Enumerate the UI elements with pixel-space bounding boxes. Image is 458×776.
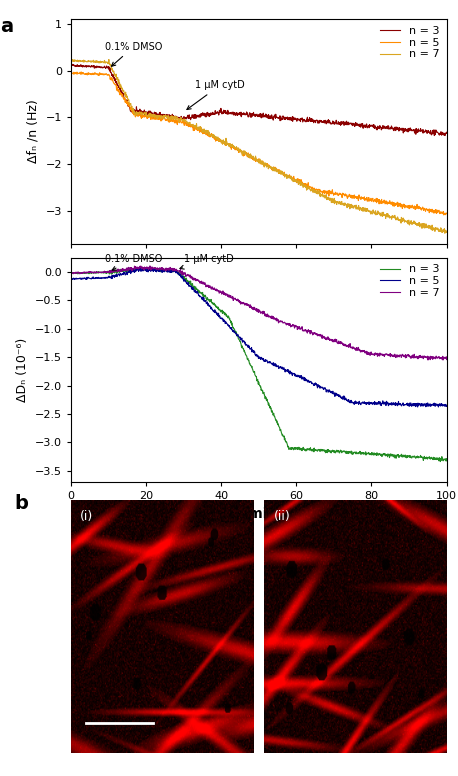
Text: 1 µM cytD: 1 µM cytD bbox=[187, 81, 245, 109]
n = 5 bbox=[138, 263, 144, 272]
Line: n = 3: n = 3 bbox=[71, 64, 447, 136]
n = 3 bbox=[118, 266, 124, 275]
n = 5 bbox=[266, 358, 271, 367]
Line: n = 7: n = 7 bbox=[71, 60, 447, 233]
n = 5 bbox=[231, 144, 237, 153]
n = 5 bbox=[68, 274, 74, 283]
n = 5 bbox=[266, 161, 272, 171]
n = 5 bbox=[118, 269, 124, 279]
n = 7 bbox=[106, 55, 112, 64]
n = 3 bbox=[266, 110, 271, 120]
Text: (i): (i) bbox=[80, 510, 93, 523]
n = 7 bbox=[444, 355, 449, 364]
n = 3 bbox=[274, 417, 279, 427]
n = 7 bbox=[444, 227, 449, 237]
n = 3 bbox=[231, 324, 237, 334]
n = 3 bbox=[119, 88, 124, 98]
n = 3 bbox=[195, 285, 201, 294]
n = 7 bbox=[266, 311, 272, 320]
n = 5 bbox=[195, 289, 201, 298]
n = 5 bbox=[415, 402, 420, 411]
n = 5 bbox=[441, 210, 447, 220]
n = 5 bbox=[195, 126, 201, 135]
Line: n = 5: n = 5 bbox=[71, 268, 447, 407]
n = 3 bbox=[231, 108, 237, 117]
n = 5 bbox=[79, 68, 84, 77]
n = 5 bbox=[274, 164, 279, 173]
n = 3 bbox=[69, 60, 75, 69]
n = 7 bbox=[132, 109, 137, 119]
n = 7 bbox=[132, 262, 137, 271]
n = 7 bbox=[195, 275, 201, 284]
n = 3 bbox=[266, 398, 272, 407]
Legend: n = 3, n = 5, n = 7: n = 3, n = 5, n = 7 bbox=[376, 260, 444, 302]
Text: b: b bbox=[15, 494, 28, 513]
n = 3 bbox=[68, 61, 74, 70]
n = 3 bbox=[132, 265, 137, 275]
n = 3 bbox=[145, 263, 150, 272]
Legend: n = 3, n = 5, n = 7: n = 3, n = 5, n = 7 bbox=[376, 22, 444, 64]
n = 7 bbox=[274, 166, 279, 175]
n = 7 bbox=[118, 267, 124, 276]
Line: n = 3: n = 3 bbox=[71, 268, 447, 462]
n = 3 bbox=[195, 110, 201, 120]
n = 5 bbox=[444, 402, 449, 411]
n = 7 bbox=[231, 294, 237, 303]
Text: a: a bbox=[0, 17, 13, 36]
Y-axis label: ΔDₙ (10⁻⁶): ΔDₙ (10⁻⁶) bbox=[16, 338, 29, 402]
n = 3 bbox=[431, 131, 437, 140]
n = 7 bbox=[425, 355, 431, 365]
n = 3 bbox=[273, 113, 279, 122]
n = 5 bbox=[273, 362, 279, 371]
n = 7 bbox=[119, 83, 124, 92]
n = 7 bbox=[442, 228, 447, 237]
n = 5 bbox=[119, 89, 124, 99]
n = 7 bbox=[68, 269, 74, 279]
n = 3 bbox=[444, 454, 449, 463]
Text: 1 µM cytD: 1 µM cytD bbox=[180, 254, 234, 269]
n = 5 bbox=[132, 109, 137, 119]
n = 3 bbox=[132, 105, 137, 114]
X-axis label: Time (minutes): Time (minutes) bbox=[199, 507, 318, 521]
n = 5 bbox=[444, 209, 449, 218]
n = 7 bbox=[274, 316, 279, 325]
n = 5 bbox=[132, 268, 137, 277]
Text: 0.1% DMSO: 0.1% DMSO bbox=[105, 254, 162, 270]
n = 5 bbox=[231, 328, 237, 338]
n = 7 bbox=[231, 142, 237, 151]
n = 7 bbox=[266, 162, 272, 171]
n = 7 bbox=[147, 262, 153, 271]
n = 3 bbox=[437, 457, 443, 466]
Y-axis label: Δfₙ /n (Hz): Δfₙ /n (Hz) bbox=[27, 99, 40, 164]
Line: n = 7: n = 7 bbox=[71, 266, 447, 360]
n = 7 bbox=[195, 125, 201, 134]
n = 7 bbox=[68, 57, 74, 66]
Text: 0.1% DMSO: 0.1% DMSO bbox=[105, 42, 162, 66]
n = 5 bbox=[68, 68, 74, 78]
n = 3 bbox=[444, 127, 449, 137]
n = 3 bbox=[68, 268, 74, 278]
Text: (ii): (ii) bbox=[273, 510, 290, 523]
Line: n = 5: n = 5 bbox=[71, 72, 447, 215]
